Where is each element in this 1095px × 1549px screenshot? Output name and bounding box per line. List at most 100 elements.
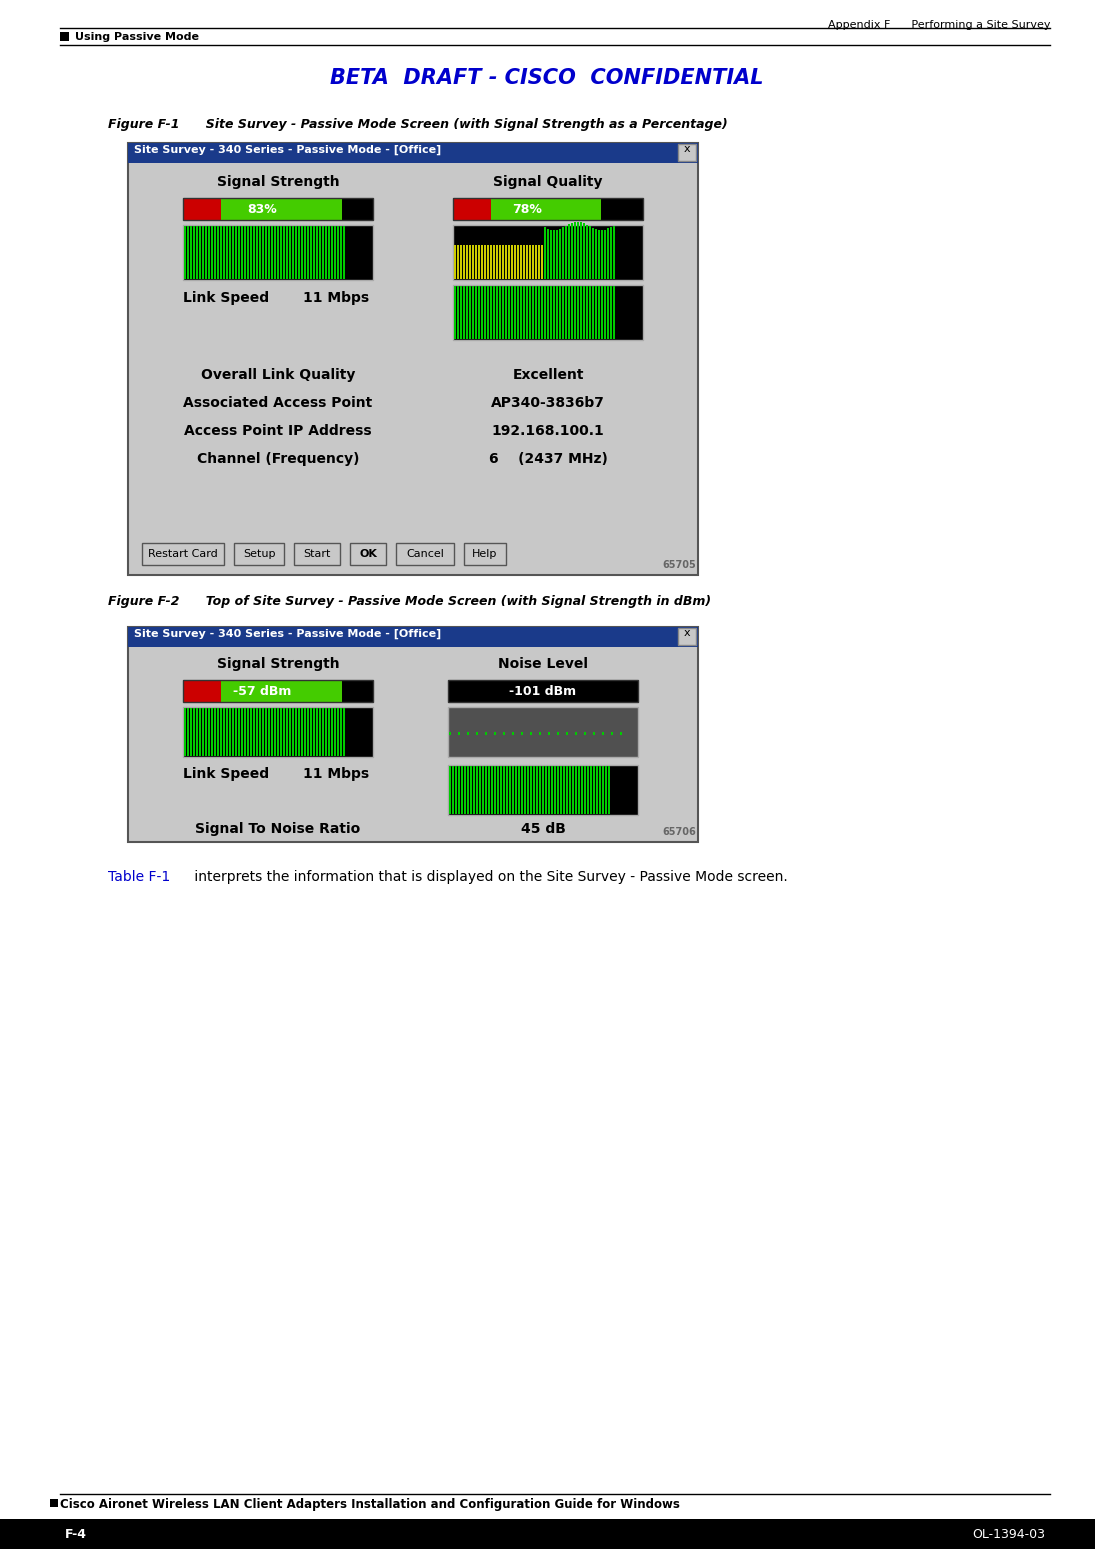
Text: -57 dBm: -57 dBm	[233, 685, 291, 697]
Bar	[196, 226, 198, 279]
Bar	[569, 767, 570, 815]
Bar	[128, 143, 698, 575]
Bar	[319, 708, 321, 756]
Text: 11 Mbps: 11 Mbps	[303, 767, 369, 781]
Bar	[572, 767, 574, 815]
Bar	[256, 226, 258, 279]
Bar	[262, 708, 264, 756]
Bar	[515, 767, 517, 815]
Bar	[526, 245, 528, 279]
Bar	[598, 229, 600, 279]
Text: 78%: 78%	[512, 203, 542, 215]
Bar	[511, 287, 512, 339]
Bar	[544, 287, 546, 339]
Bar	[234, 544, 284, 565]
Text: Appendix F      Performing a Site Survey: Appendix F Performing a Site Survey	[828, 20, 1050, 29]
Bar	[199, 708, 201, 756]
Bar	[307, 226, 309, 279]
Bar	[201, 708, 204, 756]
Bar	[313, 708, 315, 756]
Bar	[466, 767, 469, 815]
Bar	[506, 767, 508, 815]
Text: Help: Help	[472, 548, 498, 559]
Bar	[274, 226, 276, 279]
Bar	[529, 287, 531, 339]
Bar	[527, 767, 529, 815]
Bar	[253, 226, 255, 279]
Bar	[604, 229, 606, 279]
Bar	[487, 287, 489, 339]
Bar	[476, 767, 479, 815]
Bar	[570, 287, 573, 339]
Bar	[499, 245, 502, 279]
Bar	[565, 226, 567, 279]
Bar	[550, 287, 552, 339]
Bar	[460, 245, 462, 279]
Bar	[568, 225, 570, 279]
Bar	[553, 229, 555, 279]
Bar	[341, 226, 342, 279]
Bar	[310, 708, 312, 756]
Text: Site Survey - 340 Series - Passive Mode - [Office]: Site Survey - 340 Series - Passive Mode …	[134, 629, 441, 640]
Bar	[521, 767, 523, 815]
Bar	[541, 287, 543, 339]
Bar	[298, 226, 300, 279]
Bar	[448, 706, 638, 757]
Bar	[535, 767, 538, 815]
Bar	[607, 228, 609, 279]
Bar	[226, 226, 228, 279]
Bar	[580, 222, 583, 279]
Bar	[229, 708, 231, 756]
Text: Figure F-1      Site Survey - Passive Mode Screen (with Signal Strength as a Per: Figure F-1 Site Survey - Passive Mode Sc…	[108, 118, 728, 132]
Bar	[539, 767, 541, 815]
Bar	[592, 228, 593, 279]
Bar	[575, 767, 577, 815]
Bar	[493, 287, 495, 339]
Bar	[461, 767, 463, 815]
Bar	[343, 226, 345, 279]
Bar	[341, 708, 342, 756]
Bar	[581, 767, 583, 815]
Text: Restart Card: Restart Card	[148, 548, 218, 559]
Text: Overall Link Quality: Overall Link Quality	[200, 369, 355, 383]
Bar	[268, 226, 270, 279]
Bar	[482, 767, 484, 815]
Bar	[205, 708, 207, 756]
Bar	[553, 287, 555, 339]
Bar	[460, 287, 462, 339]
Bar	[199, 226, 201, 279]
Bar	[599, 767, 601, 815]
Bar	[577, 222, 579, 279]
Bar	[487, 245, 489, 279]
Bar	[548, 287, 549, 339]
Bar	[566, 733, 568, 734]
Bar	[570, 223, 573, 279]
Bar	[448, 765, 638, 815]
Bar	[484, 245, 486, 279]
Bar	[253, 708, 255, 756]
Bar	[313, 226, 315, 279]
Bar	[525, 767, 526, 815]
Bar	[484, 287, 486, 339]
Bar	[322, 708, 324, 756]
Bar	[512, 767, 514, 815]
Text: Start: Start	[303, 548, 331, 559]
Bar	[590, 767, 592, 815]
Bar	[325, 226, 327, 279]
Bar	[223, 708, 224, 756]
Bar	[184, 708, 186, 756]
Bar	[244, 708, 246, 756]
Bar	[479, 767, 481, 815]
Bar	[503, 733, 505, 734]
Bar	[191, 708, 192, 756]
Bar	[583, 223, 585, 279]
Bar	[548, 733, 550, 734]
Bar	[187, 226, 189, 279]
Bar	[577, 287, 579, 339]
Bar	[602, 767, 604, 815]
Bar	[262, 226, 264, 279]
Bar	[319, 226, 321, 279]
Bar	[610, 228, 612, 279]
Bar	[337, 226, 339, 279]
Bar	[274, 708, 276, 756]
